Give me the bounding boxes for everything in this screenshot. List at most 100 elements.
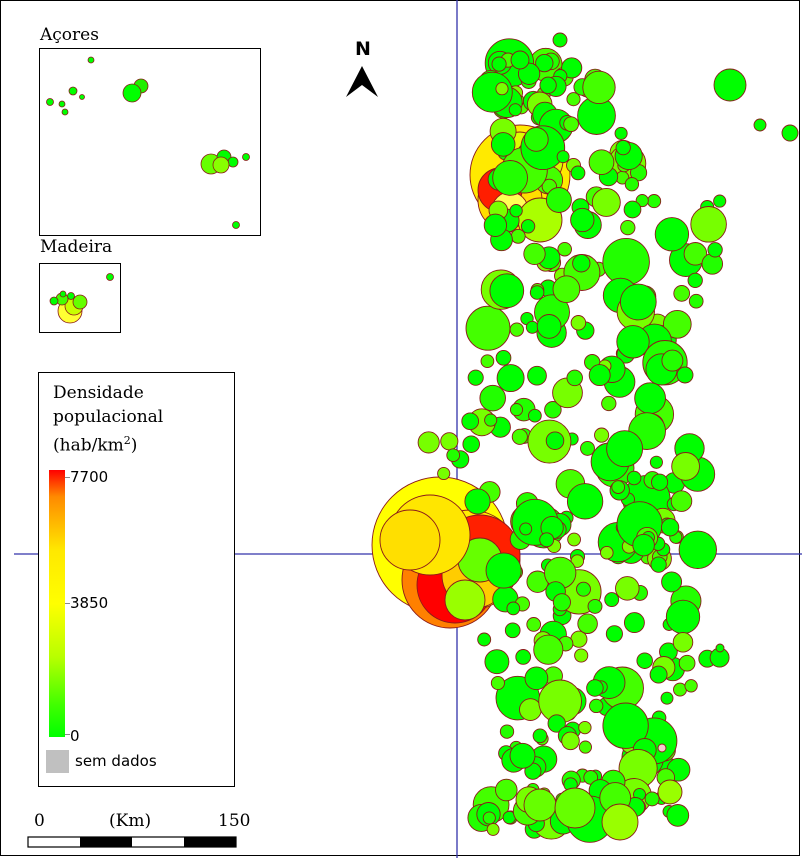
density-circle: [601, 395, 617, 412]
legend-nodata-label: sem dados: [75, 752, 157, 770]
density-circle: [561, 57, 583, 79]
density-circle: [552, 32, 568, 48]
density-circle: [509, 204, 523, 218]
density-circle: [523, 242, 546, 266]
density-circle: [661, 571, 683, 593]
density-circle: [753, 118, 767, 132]
density-circle: [491, 56, 507, 72]
density-circle: [511, 428, 528, 445]
density-circle: [660, 518, 680, 537]
density-circle: [713, 194, 727, 208]
legend-title: Densidade populacional (hab/km2): [53, 381, 163, 458]
density-circle: [533, 634, 564, 665]
density-circle: [570, 315, 587, 331]
density-circle: [479, 384, 506, 412]
density-circle: [666, 804, 690, 827]
density-circle: [602, 237, 650, 286]
density-circle: [582, 70, 616, 105]
density-circle: [506, 601, 521, 616]
density-circle: [544, 401, 562, 419]
density-circle: [632, 533, 655, 557]
madeira-inset-title: Madeira: [40, 237, 113, 257]
density-circle: [649, 455, 663, 469]
density-circle: [715, 643, 725, 653]
density-circle: [496, 364, 525, 393]
density-circle: [557, 241, 572, 257]
density-circle: [508, 103, 522, 117]
legend-unit-exponent: 2: [123, 434, 131, 447]
density-circle: [576, 581, 591, 597]
legend-mid-label: 3850: [70, 594, 109, 612]
density-circle: [671, 452, 700, 481]
density-circle: [526, 617, 542, 632]
density-circle: [620, 219, 636, 236]
legend-max-label: 7700: [70, 468, 109, 486]
density-circle: [486, 822, 500, 836]
density-circle: [510, 228, 526, 244]
density-circle: [524, 666, 549, 691]
density-circle: [529, 285, 545, 300]
density-circle: [495, 82, 509, 96]
density-circle: [672, 632, 694, 653]
density-circle: [683, 242, 708, 266]
density-circle: [623, 612, 645, 634]
density-circle: [626, 470, 642, 486]
density-circle: [477, 632, 492, 647]
scale-start-label: 0: [34, 811, 45, 831]
density-circle: [417, 431, 440, 454]
density-circle: [588, 149, 615, 176]
density-circle: [616, 325, 650, 359]
density-circle: [670, 490, 693, 512]
density-circle: [519, 522, 533, 536]
density-circle: [567, 532, 581, 547]
scale-bar: [27, 836, 237, 848]
density-circle: [604, 592, 620, 608]
density-circle: [611, 480, 626, 494]
density-circle: [440, 432, 459, 451]
density-circle: [606, 430, 644, 468]
density-circle: [591, 187, 621, 217]
density-circle: [614, 126, 628, 140]
density-circle: [480, 354, 495, 369]
density-circle: [600, 545, 614, 560]
north-label: N: [355, 38, 371, 60]
density-circle: [510, 50, 530, 70]
legend-unit: (hab/km2): [53, 429, 163, 458]
density-circle: [589, 698, 604, 714]
density-circle: [713, 68, 747, 102]
density-circle: [566, 369, 583, 387]
density-circle: [574, 648, 589, 663]
density-circle: [678, 654, 696, 672]
legend-title-line1: Densidade: [53, 383, 144, 403]
density-circle: [647, 194, 662, 209]
legend-min-label: 0: [70, 727, 80, 745]
density-circle: [634, 382, 666, 415]
density-circle: [536, 314, 562, 339]
density-circle: [649, 665, 668, 684]
density-circle: [578, 740, 592, 754]
density-circle: [519, 698, 542, 721]
density-circle: [651, 473, 669, 491]
density-circle: [561, 731, 580, 751]
density-circle: [490, 675, 505, 691]
density-circle: [635, 194, 649, 208]
density-circle: [586, 679, 604, 697]
density-circle: [495, 778, 518, 802]
density-circle: [644, 791, 660, 807]
density-circle: [446, 448, 461, 463]
density-circle: [615, 576, 640, 601]
density-circle: [504, 622, 521, 639]
density-circle: [545, 431, 565, 450]
density-circle: [539, 76, 557, 94]
legend-tick-max: [65, 477, 70, 478]
density-circle: [687, 272, 703, 289]
density-circle: [624, 177, 640, 192]
density-circle: [570, 165, 586, 181]
legend-color-ramp: [49, 470, 65, 737]
density-circle: [515, 649, 532, 665]
density-circle: [657, 743, 667, 753]
density-circle: [499, 724, 515, 739]
density-circle: [601, 803, 639, 841]
density-circle: [678, 530, 717, 569]
